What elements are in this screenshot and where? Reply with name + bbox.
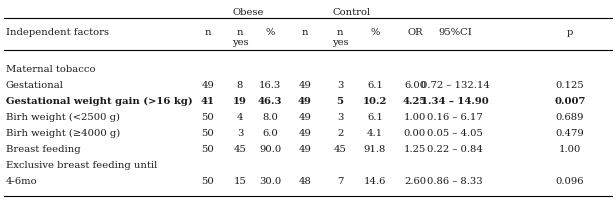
Text: 6.00: 6.00: [404, 81, 426, 90]
Text: p: p: [567, 28, 573, 37]
Text: 50: 50: [201, 145, 214, 154]
Text: 4: 4: [237, 113, 243, 122]
Text: 0.16 – 6.17: 0.16 – 6.17: [427, 113, 483, 122]
Text: 10.2: 10.2: [363, 97, 387, 106]
Text: Gestational weight gain (>16 kg): Gestational weight gain (>16 kg): [6, 97, 193, 106]
Text: 2.60: 2.60: [404, 177, 426, 186]
Text: 49: 49: [299, 129, 312, 138]
Text: 4-6mo: 4-6mo: [6, 177, 38, 186]
Text: 0.86 – 8.33: 0.86 – 8.33: [427, 177, 483, 186]
Text: 19: 19: [233, 97, 247, 106]
Text: %: %: [265, 28, 275, 37]
Text: 14.6: 14.6: [364, 177, 386, 186]
Text: 0.479: 0.479: [556, 129, 585, 138]
Text: OR: OR: [407, 28, 423, 37]
Text: Maternal tobacco: Maternal tobacco: [6, 65, 95, 74]
Text: 16.3: 16.3: [259, 81, 281, 90]
Text: 15: 15: [233, 177, 246, 186]
Text: Birh weight (≥4000 g): Birh weight (≥4000 g): [6, 129, 120, 138]
Text: 41: 41: [201, 97, 215, 106]
Text: 1.34 – 14.90: 1.34 – 14.90: [421, 97, 489, 106]
Text: Gestational: Gestational: [6, 81, 64, 90]
Text: 0.096: 0.096: [556, 177, 584, 186]
Text: 0.05 – 4.05: 0.05 – 4.05: [427, 129, 483, 138]
Text: 0.125: 0.125: [556, 81, 585, 90]
Text: 49: 49: [298, 97, 312, 106]
Text: 95%CI: 95%CI: [438, 28, 472, 37]
Text: Exclusive breast feeding until: Exclusive breast feeding until: [6, 161, 157, 170]
Text: 3: 3: [337, 81, 343, 90]
Text: Control: Control: [333, 8, 371, 17]
Text: 1.00: 1.00: [559, 145, 581, 154]
Text: 4.1: 4.1: [367, 129, 383, 138]
Text: 0.72 – 132.14: 0.72 – 132.14: [421, 81, 490, 90]
Text: %: %: [370, 28, 379, 37]
Text: 3: 3: [337, 113, 343, 122]
Text: 50: 50: [201, 177, 214, 186]
Text: 7: 7: [337, 177, 343, 186]
Text: 45: 45: [333, 145, 346, 154]
Text: n: n: [205, 28, 211, 37]
Text: 8.0: 8.0: [262, 113, 278, 122]
Text: 1.25: 1.25: [404, 145, 426, 154]
Text: 5: 5: [336, 97, 344, 106]
Text: 45: 45: [233, 145, 246, 154]
Text: n
yes: n yes: [232, 28, 248, 47]
Text: 6.1: 6.1: [367, 81, 383, 90]
Text: 50: 50: [201, 113, 214, 122]
Text: 50: 50: [201, 129, 214, 138]
Text: 3: 3: [237, 129, 243, 138]
Text: 90.0: 90.0: [259, 145, 281, 154]
Text: 8: 8: [237, 81, 243, 90]
Text: 1.00: 1.00: [404, 113, 426, 122]
Text: 2: 2: [337, 129, 343, 138]
Text: 91.8: 91.8: [364, 145, 386, 154]
Text: 49: 49: [201, 81, 214, 90]
Text: 4.25: 4.25: [403, 97, 427, 106]
Text: 6.0: 6.0: [262, 129, 278, 138]
Text: 0.007: 0.007: [554, 97, 586, 106]
Text: 49: 49: [299, 113, 312, 122]
Text: Independent factors: Independent factors: [6, 28, 109, 37]
Text: Breast feeding: Breast feeding: [6, 145, 81, 154]
Text: n
yes: n yes: [331, 28, 348, 47]
Text: 49: 49: [299, 145, 312, 154]
Text: 0.22 – 0.84: 0.22 – 0.84: [427, 145, 483, 154]
Text: 0.689: 0.689: [556, 113, 584, 122]
Text: 30.0: 30.0: [259, 177, 281, 186]
Text: n: n: [302, 28, 308, 37]
Text: Birh weight (<2500 g): Birh weight (<2500 g): [6, 113, 120, 122]
Text: 49: 49: [299, 81, 312, 90]
Text: 48: 48: [299, 177, 312, 186]
Text: 0.00: 0.00: [404, 129, 426, 138]
Text: 46.3: 46.3: [257, 97, 282, 106]
Text: Obese: Obese: [232, 8, 264, 17]
Text: 6.1: 6.1: [367, 113, 383, 122]
